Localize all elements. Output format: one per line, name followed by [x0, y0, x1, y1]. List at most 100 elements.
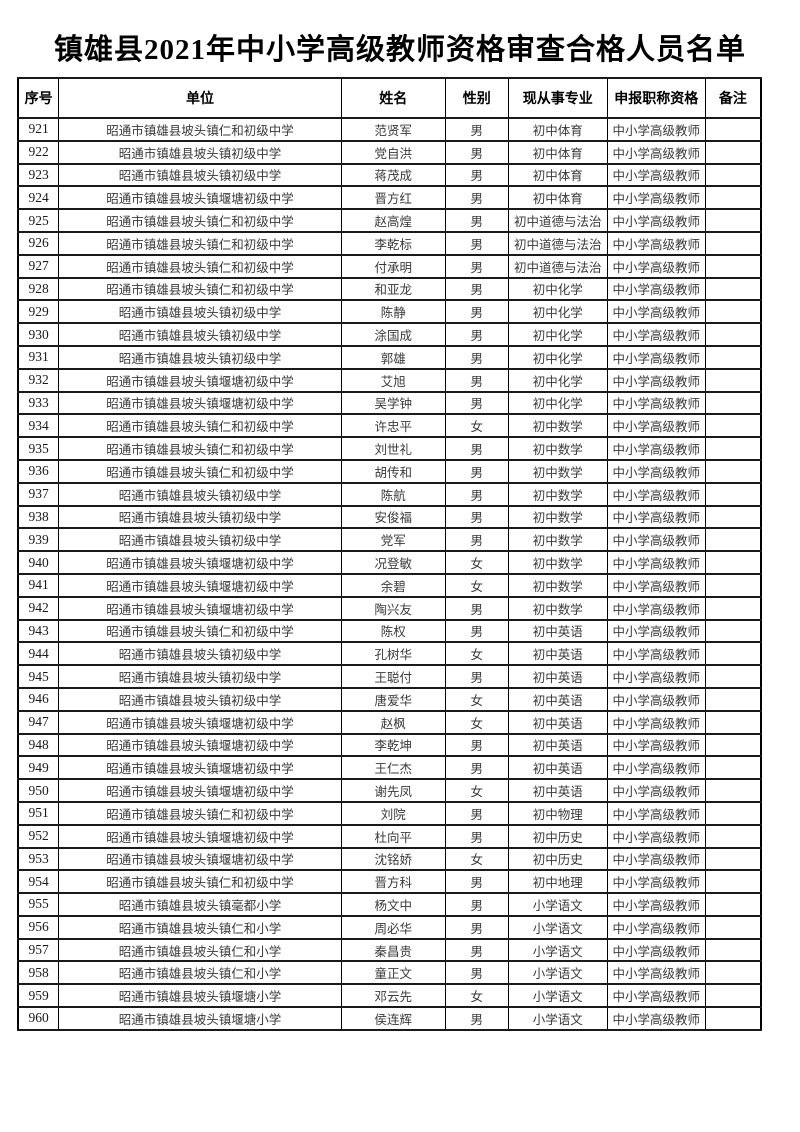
gender-cell: 女: [444, 846, 509, 872]
name-cell: 况登敏: [340, 550, 446, 575]
remark-cell: [704, 1006, 762, 1031]
serial-cell: 942: [17, 595, 60, 621]
name-cell: 陈航: [340, 481, 446, 507]
remark-cell: [704, 276, 762, 302]
serial-cell: 951: [17, 800, 60, 826]
gender-cell: 女: [444, 983, 509, 1009]
current-major-cell: 初中数学: [507, 458, 608, 484]
current-major-cell: 小学语文: [507, 914, 608, 940]
name-cell: 艾旭: [340, 367, 446, 393]
unit-cell: 昭通市镇雄县坡头镇初级中学: [58, 322, 342, 347]
name-cell: 郭雄: [340, 344, 446, 370]
gender-cell: 男: [444, 618, 509, 644]
table-header: 序号 单位 姓名 性别 现从事专业 申报职称资格 备注: [17, 77, 762, 119]
table-row: 922 昭通市镇雄县坡头镇初级中学 党自洪男初中体育 中小学高级教师: [17, 139, 762, 165]
declared-qualification-cell: 中小学高级教师: [606, 185, 706, 211]
table-row: 934 昭通市镇雄县坡头镇仁和初级中学 许忠平女初中数学 中小学高级教师: [17, 413, 762, 439]
name-cell: 赵枫: [340, 709, 446, 735]
remark-cell: [704, 778, 762, 803]
declared-qualification-cell: 中小学高级教师: [606, 208, 706, 233]
name-cell: 蒋茂成: [340, 162, 446, 188]
declared-qualification-cell: 中小学高级教师: [606, 892, 706, 917]
name-cell: 涂国成: [340, 322, 446, 347]
declared-qualification-cell: 中小学高级教师: [606, 139, 706, 165]
current-major-cell: 初中地理: [507, 869, 608, 895]
serial-cell: 949: [17, 755, 60, 781]
serial-cell: 935: [17, 436, 60, 461]
unit-cell: 昭通市镇雄县坡头镇仁和初级中学: [58, 800, 342, 826]
serial-cell: 931: [17, 344, 60, 370]
remark-cell: [704, 869, 762, 895]
unit-cell: 昭通市镇雄县坡头镇仁和初级中学: [58, 413, 342, 439]
current-major-cell: 初中化学: [507, 276, 608, 302]
current-major-cell: 初中体育: [507, 139, 608, 165]
name-cell: 杨文中: [340, 892, 446, 917]
current-major-cell: 小学语文: [507, 892, 608, 917]
gender-cell: 男: [444, 481, 509, 507]
declared-qualification-cell: 中小学高级教师: [606, 390, 706, 416]
gender-cell: 男: [444, 892, 509, 917]
table-row: 948 昭通市镇雄县坡头镇堰塘初级中学 李乾坤男初中英语 中小学高级教师: [17, 732, 762, 758]
unit-cell: 昭通市镇雄县坡头镇初级中学: [58, 162, 342, 188]
serial-cell: 930: [17, 322, 60, 347]
declared-qualification-cell: 中小学高级教师: [606, 230, 706, 256]
table-row: 926 昭通市镇雄县坡头镇仁和初级中学 李乾标男初中道德与法治 中小学高级教师: [17, 230, 762, 256]
unit-cell: 昭通市镇雄县坡头镇仁和小学: [58, 960, 342, 986]
column-header-unit: 单位: [58, 77, 342, 119]
unit-cell: 昭通市镇雄县坡头镇仁和初级中学: [58, 253, 342, 279]
remark-cell: [704, 732, 762, 758]
gender-cell: 男: [444, 458, 509, 484]
remark-cell: [704, 162, 762, 188]
table-row: 945 昭通市镇雄县坡头镇初级中学 王聪付男初中英语 中小学高级教师: [17, 664, 762, 689]
current-major-cell: 初中数学: [507, 527, 608, 553]
serial-cell: 936: [17, 458, 60, 484]
gender-cell: 男: [444, 162, 509, 188]
serial-cell: 924: [17, 185, 60, 211]
gender-cell: 男: [444, 755, 509, 781]
remark-cell: [704, 664, 762, 689]
table-row: 956 昭通市镇雄县坡头镇仁和小学 周必华男小学语文 中小学高级教师: [17, 914, 762, 940]
serial-cell: 922: [17, 139, 60, 165]
serial-cell: 945: [17, 664, 60, 689]
current-major-cell: 初中体育: [507, 117, 608, 142]
current-major-cell: 小学语文: [507, 983, 608, 1009]
current-major-cell: 初中数学: [507, 504, 608, 530]
serial-cell: 925: [17, 208, 60, 233]
name-cell: 许忠平: [340, 413, 446, 439]
unit-cell: 昭通市镇雄县坡头镇仁和初级中学: [58, 276, 342, 302]
declared-qualification-cell: 中小学高级教师: [606, 846, 706, 872]
remark-cell: [704, 208, 762, 233]
serial-cell: 950: [17, 778, 60, 803]
remark-cell: [704, 595, 762, 621]
gender-cell: 男: [444, 253, 509, 279]
serial-cell: 941: [17, 572, 60, 598]
column-header-gender: 性别: [444, 77, 509, 119]
name-cell: 刘院: [340, 800, 446, 826]
declared-qualification-cell: 中小学高级教师: [606, 299, 706, 325]
current-major-cell: 初中数学: [507, 572, 608, 598]
gender-cell: 男: [444, 504, 509, 530]
unit-cell: 昭通市镇雄县坡头镇堰塘小学: [58, 1006, 342, 1031]
remark-cell: [704, 709, 762, 735]
current-major-cell: 初中化学: [507, 367, 608, 393]
remark-cell: [704, 413, 762, 439]
remark-cell: [704, 846, 762, 872]
serial-cell: 929: [17, 299, 60, 325]
unit-cell: 昭通市镇雄县坡头镇初级中学: [58, 139, 342, 165]
remark-cell: [704, 458, 762, 484]
table-row: 929 昭通市镇雄县坡头镇初级中学 陈静男初中化学 中小学高级教师: [17, 299, 762, 325]
unit-cell: 昭通市镇雄县坡头镇堰塘初级中学: [58, 185, 342, 211]
current-major-cell: 初中历史: [507, 823, 608, 849]
name-cell: 安俊福: [340, 504, 446, 530]
declared-qualification-cell: 中小学高级教师: [606, 732, 706, 758]
name-cell: 李乾坤: [340, 732, 446, 758]
name-cell: 余碧: [340, 572, 446, 598]
remark-cell: [704, 914, 762, 940]
current-major-cell: 初中英语: [507, 709, 608, 735]
column-header-current-major: 现从事专业: [507, 77, 608, 119]
declared-qualification-cell: 中小学高级教师: [606, 344, 706, 370]
remark-cell: [704, 527, 762, 553]
declared-qualification-cell: 中小学高级教师: [606, 960, 706, 986]
serial-cell: 954: [17, 869, 60, 895]
serial-cell: 934: [17, 413, 60, 439]
